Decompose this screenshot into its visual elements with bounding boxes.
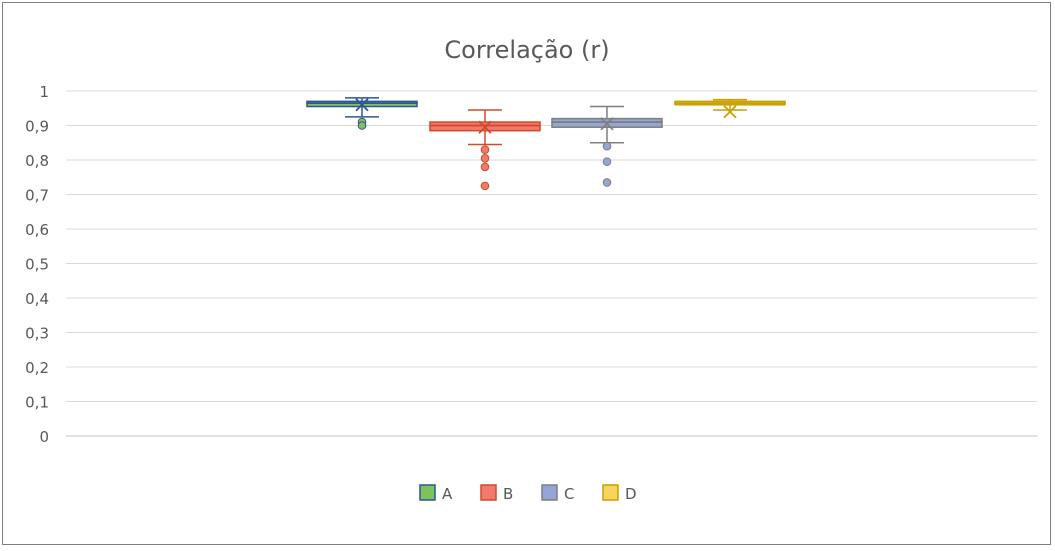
outlier-point	[480, 153, 490, 163]
legend-swatch	[419, 484, 436, 501]
gridlines	[66, 90, 1037, 437]
box-series	[306, 97, 786, 191]
legend-label: B	[503, 485, 513, 503]
y-tick-label: 0	[39, 428, 49, 446]
box-series-C[interactable]	[551, 105, 663, 187]
mean-marker	[478, 120, 492, 134]
legend-item-D[interactable]: D	[602, 484, 637, 503]
legend-swatch	[602, 484, 619, 501]
y-tick-label: 0,8	[25, 152, 49, 170]
y-tick-label: 0,6	[25, 221, 49, 239]
legend[interactable]: A B C D	[419, 484, 637, 503]
y-tick-label: 0,1	[25, 394, 49, 412]
outlier-point	[480, 145, 490, 154]
box-plot-chart: Correlação (r) 0 0,1 0,2 0,3 0,4 0,5 0,6 0,7 0,8…	[25, 36, 1037, 503]
outlier-point	[480, 181, 490, 191]
box-series-B[interactable]	[429, 109, 541, 191]
legend-swatch	[480, 484, 497, 501]
legend-label: C	[564, 485, 574, 503]
outlier-point	[357, 121, 367, 130]
y-tick-label: 0,9	[25, 118, 49, 136]
y-tick-label: 0,5	[25, 256, 49, 274]
y-axis: 0 0,1 0,2 0,3 0,4 0,5 0,6 0,7 0,8 0,9 1	[25, 83, 49, 446]
outlier-point	[602, 178, 612, 187]
chart-frame: Correlação (r) 0 0,1 0,2 0,3 0,4 0,5 0,6 0,7 0,8…	[2, 2, 1051, 545]
outlier-point	[602, 141, 612, 151]
chart-title: Correlação (r)	[444, 36, 609, 64]
box-series-A[interactable]	[306, 97, 418, 130]
y-tick-label: 0,3	[25, 325, 49, 343]
mean-marker	[600, 117, 614, 131]
box-series-D[interactable]	[674, 98, 786, 119]
y-tick-label: 1	[39, 83, 49, 101]
y-tick-label: 0,7	[25, 187, 49, 205]
outlier-point	[602, 157, 612, 167]
mean-marker	[723, 105, 737, 119]
legend-item-C[interactable]: C	[541, 484, 574, 503]
legend-label: D	[625, 485, 637, 503]
outlier-point	[480, 162, 490, 172]
y-tick-label: 0,2	[25, 359, 49, 377]
mean-marker	[355, 98, 369, 112]
legend-label: A	[442, 485, 453, 503]
y-tick-label: 0,4	[25, 290, 49, 308]
legend-item-A[interactable]: A	[419, 484, 453, 503]
legend-item-B[interactable]: B	[480, 484, 513, 503]
legend-swatch	[541, 484, 558, 501]
